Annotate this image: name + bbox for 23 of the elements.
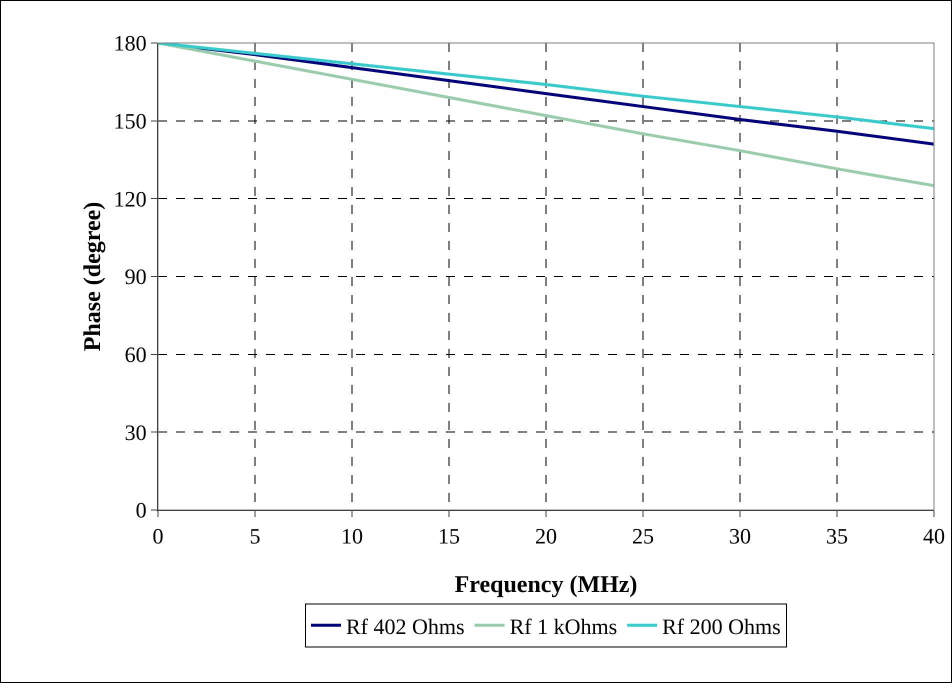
x-tick-label: 0: [152, 523, 164, 548]
y-axis-title: Phase (degree): [80, 202, 106, 352]
line-series: [158, 43, 934, 130]
x-tick-label: 20: [535, 523, 557, 548]
legend-label: Rf 1 kOhms: [510, 614, 618, 639]
x-axis-title: Frequency (MHz): [454, 572, 638, 598]
x-tick-label: 10: [341, 523, 363, 548]
x-tick-label: 5: [250, 523, 260, 548]
y-tick-label: 120: [114, 186, 147, 212]
x-tick-label: 40: [923, 523, 945, 548]
y-tick-label: 90: [124, 264, 147, 290]
y-tick-label: 0: [136, 498, 147, 523]
y-tick-label: 60: [124, 342, 147, 368]
y-tick-label: 180: [114, 30, 147, 56]
x-tick-label: 15: [438, 523, 460, 548]
legend-label: Rf 402 Ohms: [346, 614, 465, 639]
legend-label: Rf 200 Ohms: [662, 614, 781, 639]
x-tick-label: 35: [826, 523, 848, 548]
x-tick-label: 30: [729, 523, 751, 548]
y-tick-label: 150: [114, 108, 147, 134]
line-series: [158, 43, 934, 188]
x-tick-label: 25: [632, 523, 654, 548]
y-tick-label: 30: [124, 420, 147, 445]
